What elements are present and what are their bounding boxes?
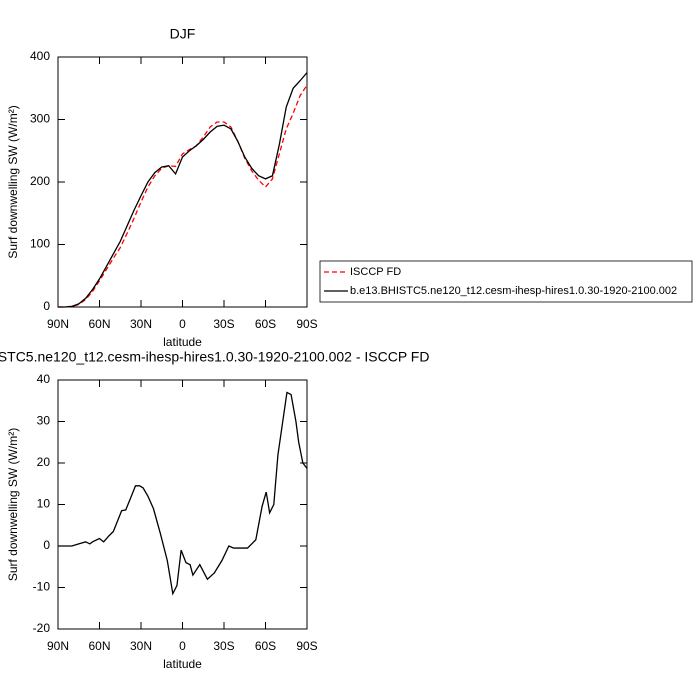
y-tick-label: 0	[43, 299, 50, 313]
x-tick-label: 30S	[213, 639, 234, 653]
x-tick-label: 60N	[88, 317, 110, 331]
x-tick-label: 90S	[296, 317, 317, 331]
data-line	[58, 72, 308, 308]
y-tick-label: 20	[37, 455, 51, 469]
x-tick-label: 60S	[255, 317, 276, 331]
data-line	[58, 391, 308, 596]
plot-frame	[57, 379, 308, 630]
y-tick-label: 30	[37, 414, 51, 428]
x-tick-label: 60S	[255, 639, 276, 653]
y-tick-label: 400	[30, 49, 50, 63]
y-tick-label: 0	[43, 538, 50, 552]
x-tick-label: 30N	[130, 639, 152, 653]
x-tick-label: 0	[179, 317, 186, 331]
plot-frame	[57, 56, 308, 308]
y-axis-label: Surf downwelling SW (W/m²)	[6, 105, 20, 258]
x-tick-label: 30N	[130, 317, 152, 331]
x-tick-label: 90N	[47, 317, 69, 331]
x-tick-label: 60N	[88, 639, 110, 653]
y-tick-label: -10	[33, 580, 51, 594]
legend-label: ISCCP FD	[350, 266, 401, 278]
y-axis-label: Surf downwelling SW (W/m²)	[6, 428, 20, 581]
x-axis-label: latitude	[163, 335, 202, 349]
x-tick-label: 90N	[47, 639, 69, 653]
x-tick-label: 30S	[213, 317, 234, 331]
y-tick-label: 300	[30, 112, 50, 126]
data-line	[58, 84, 308, 308]
chart-title: DJF	[170, 26, 196, 42]
chart-title: b.e13.BHISTC5.ne120_t12.cesm-ihesp-hires…	[0, 349, 429, 365]
x-tick-label: 90S	[296, 639, 317, 653]
y-tick-label: 40	[37, 372, 51, 386]
x-tick-label: 0	[179, 639, 186, 653]
x-axis-label: latitude	[163, 657, 202, 671]
legend-box	[319, 260, 693, 303]
legend-label: b.e13.BHISTC5.ne120_t12.cesm-ihesp-hires…	[350, 285, 677, 297]
y-tick-label: -20	[33, 621, 51, 635]
y-tick-label: 200	[30, 174, 50, 188]
y-tick-label: 100	[30, 237, 50, 251]
y-tick-label: 10	[37, 497, 51, 511]
